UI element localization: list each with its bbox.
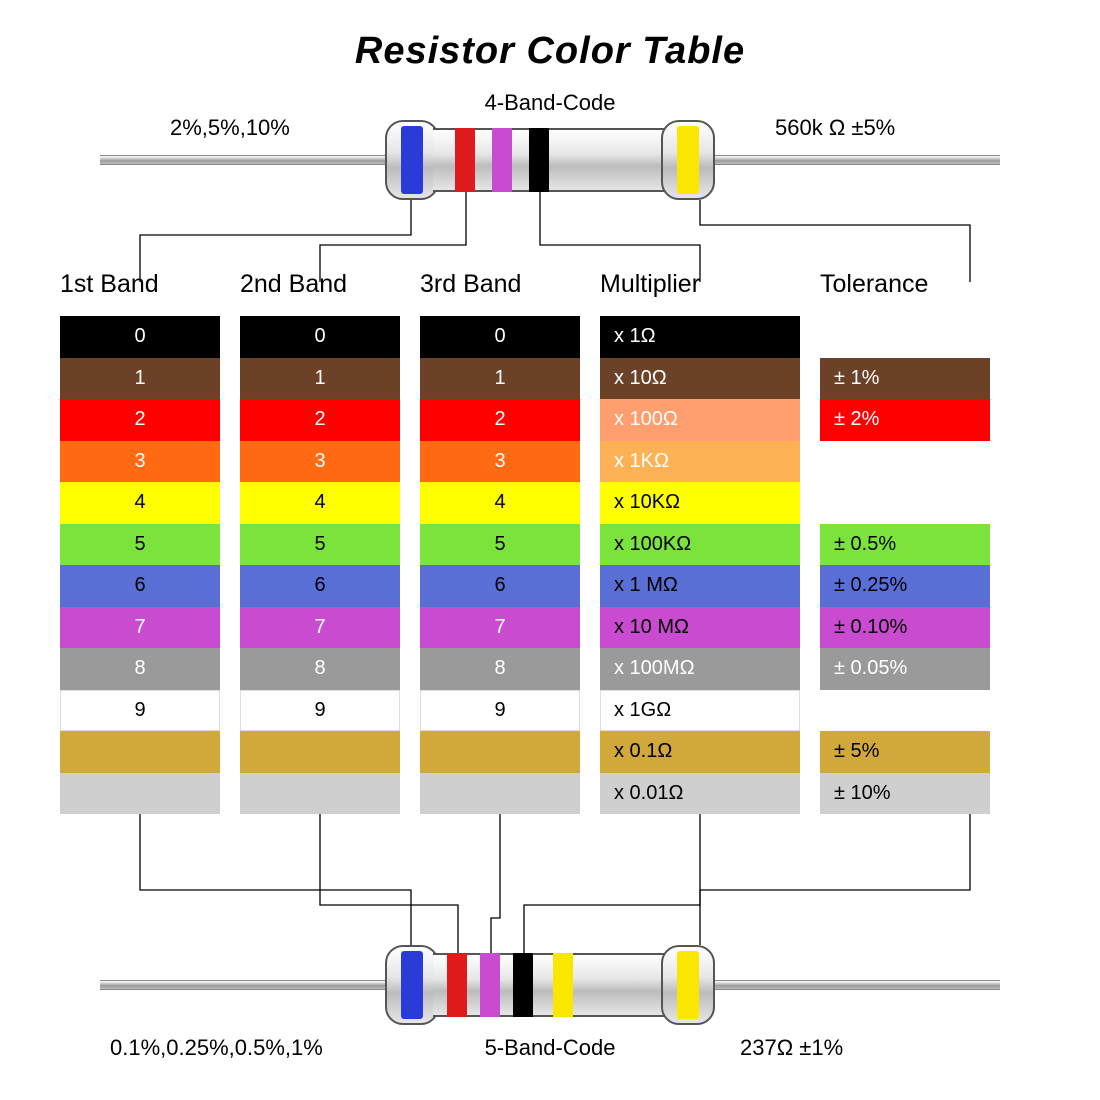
color-cell: x 1KΩ — [600, 441, 800, 483]
color-cell: 7 — [420, 607, 580, 649]
color-cell: 8 — [420, 648, 580, 690]
color-cell: 5 — [240, 524, 400, 566]
color-cell: 3 — [240, 441, 400, 483]
color-band — [529, 128, 549, 192]
color-cell: 2 — [60, 399, 220, 441]
column: 2nd Band 0123456789 — [240, 270, 400, 814]
color-cell: x 10 MΩ — [600, 607, 800, 649]
color-cell — [820, 316, 990, 358]
color-cell: x 1Ω — [600, 316, 800, 358]
page-title: Resistor Color Table — [0, 30, 1100, 73]
color-cell: 9 — [60, 690, 220, 732]
color-band — [401, 126, 423, 194]
color-cell: ± 2% — [820, 399, 990, 441]
color-cell: ± 0.5% — [820, 524, 990, 566]
color-cell: 0 — [60, 316, 220, 358]
color-band — [447, 953, 467, 1017]
color-cell: 6 — [240, 565, 400, 607]
lead-left — [100, 155, 385, 165]
color-cell — [420, 773, 580, 815]
color-cell — [820, 441, 990, 483]
color-cell: 3 — [420, 441, 580, 483]
color-cell: 2 — [420, 399, 580, 441]
color-cell: 5 — [60, 524, 220, 566]
color-cell: x 10KΩ — [600, 482, 800, 524]
color-cell: 7 — [60, 607, 220, 649]
color-cell: 9 — [420, 690, 580, 732]
color-cell: ± 10% — [820, 773, 990, 815]
color-band — [455, 128, 475, 192]
color-cell — [60, 731, 220, 773]
lead-right — [715, 155, 1000, 165]
color-cell: 8 — [240, 648, 400, 690]
color-cell: 0 — [420, 316, 580, 358]
column: Tolerance ± 1%± 2% ± 0.5%± 0.25%± 0.10%± 0… — [820, 270, 990, 814]
lead-right — [715, 980, 1000, 990]
color-cell: 4 — [240, 482, 400, 524]
color-band — [677, 951, 699, 1019]
color-cell — [820, 690, 990, 732]
column: 1st Band 0123456789 — [60, 270, 220, 814]
color-cell — [820, 482, 990, 524]
column-header: 3rd Band — [420, 270, 580, 304]
column: 3rd Band 0123456789 — [420, 270, 580, 814]
column-header: 2nd Band — [240, 270, 400, 304]
color-cell: x 0.1Ω — [600, 731, 800, 773]
color-table: 1st Band01234567892nd Band01234567893rd … — [60, 270, 1060, 814]
color-band — [677, 126, 699, 194]
color-cell: 2 — [240, 399, 400, 441]
color-cell: 6 — [420, 565, 580, 607]
color-cell — [240, 773, 400, 815]
color-cell: x 100Ω — [600, 399, 800, 441]
color-cell: 4 — [420, 482, 580, 524]
bottom-resistor-label: 5-Band-Code — [0, 1035, 1100, 1061]
color-cell: 7 — [240, 607, 400, 649]
color-cell: x 100KΩ — [600, 524, 800, 566]
color-cell: 1 — [60, 358, 220, 400]
color-band — [492, 128, 512, 192]
top-left-text: 2%,5%,10% — [170, 115, 290, 141]
color-cell: x 10Ω — [600, 358, 800, 400]
column-header: Multiplier — [600, 270, 800, 304]
color-cell: 9 — [240, 690, 400, 732]
resistor-body-bottom — [385, 945, 715, 1025]
color-band — [553, 953, 573, 1017]
top-resistor-label: 4-Band-Code — [0, 90, 1100, 116]
color-cell: 6 — [60, 565, 220, 607]
color-cell: 1 — [240, 358, 400, 400]
color-cell: ± 0.25% — [820, 565, 990, 607]
color-cell: 4 — [60, 482, 220, 524]
top-right-text: 560k Ω ±5% — [775, 115, 895, 141]
color-band — [513, 953, 533, 1017]
color-cell: x 1GΩ — [600, 690, 800, 732]
color-cell: 5 — [420, 524, 580, 566]
color-band — [480, 953, 500, 1017]
color-cell — [60, 773, 220, 815]
color-cell: x 0.01Ω — [600, 773, 800, 815]
color-cell: ± 5% — [820, 731, 990, 773]
color-cell: 1 — [420, 358, 580, 400]
resistor-body-top — [385, 120, 715, 200]
color-cell: ± 1% — [820, 358, 990, 400]
color-band — [401, 951, 423, 1019]
barrel — [433, 953, 667, 1017]
color-cell: 3 — [60, 441, 220, 483]
color-cell — [240, 731, 400, 773]
color-cell: 0 — [240, 316, 400, 358]
color-cell: x 100MΩ — [600, 648, 800, 690]
bottom-resistor — [0, 945, 1100, 1025]
color-cell: 8 — [60, 648, 220, 690]
color-cell: x 1 MΩ — [600, 565, 800, 607]
column-header: 1st Band — [60, 270, 220, 304]
lead-left — [100, 980, 385, 990]
column: Multiplierx 1Ωx 10Ωx 100Ωx 1KΩx 10KΩx 10… — [600, 270, 800, 814]
color-cell: ± 0.10% — [820, 607, 990, 649]
color-cell — [420, 731, 580, 773]
top-resistor — [0, 120, 1100, 200]
color-cell: ± 0.05% — [820, 648, 990, 690]
column-header: Tolerance — [820, 270, 990, 304]
